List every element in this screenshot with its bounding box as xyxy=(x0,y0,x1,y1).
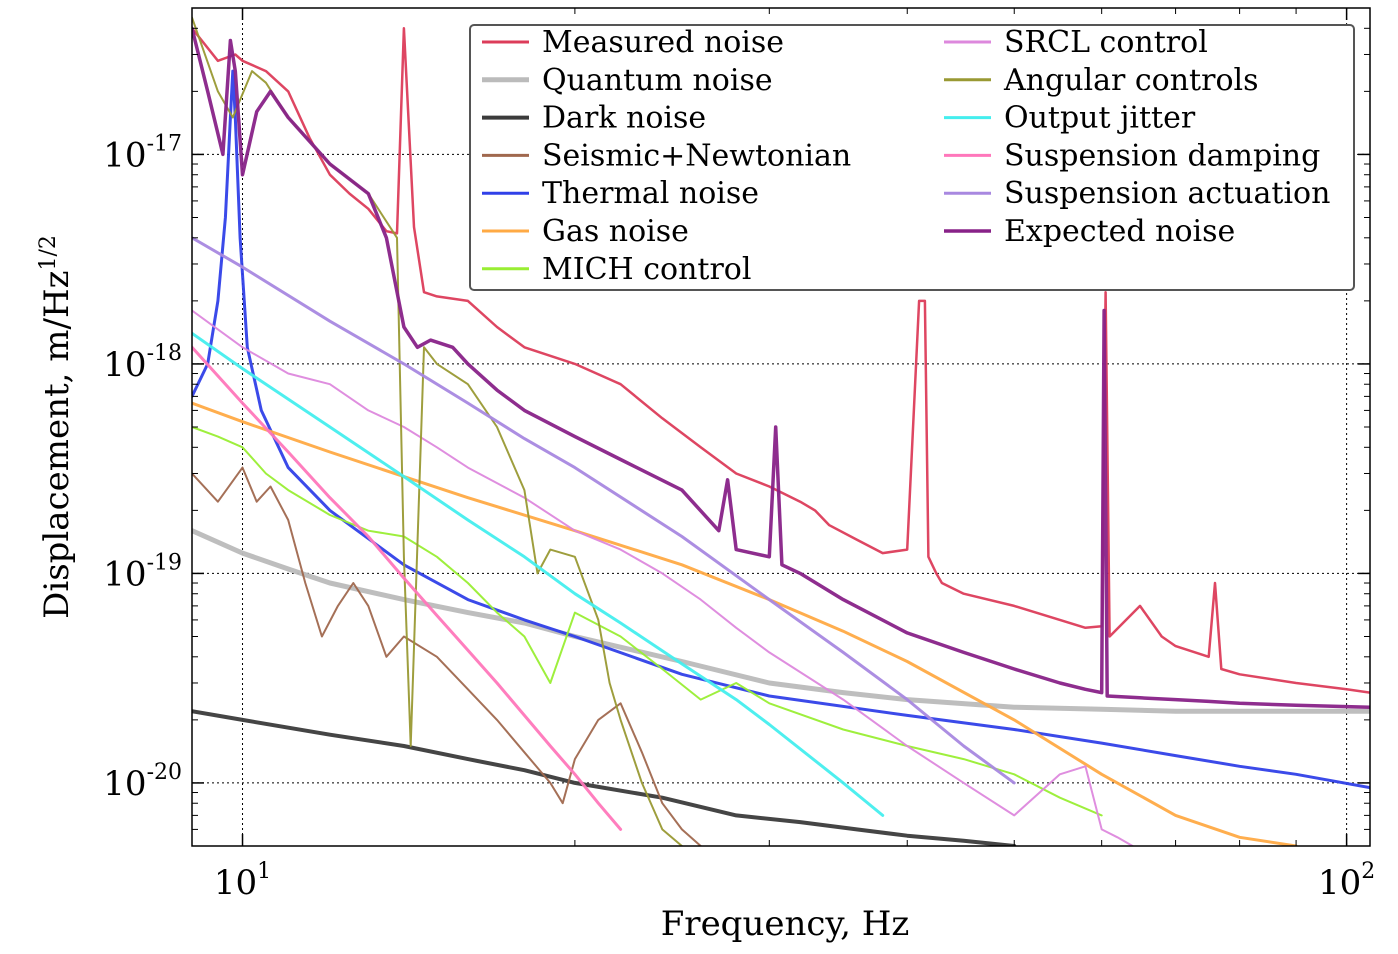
series-line-suspension-damping xyxy=(192,345,623,831)
series-line-measured-noise xyxy=(192,27,1370,694)
legend-label-dark-noise: Dark noise xyxy=(542,101,706,136)
legend-label-suspension-actuation: Suspension actuation xyxy=(1004,176,1330,211)
y-tick-base: 10 xyxy=(103,135,146,175)
y-tick-exponent: -20 xyxy=(147,760,182,785)
y-axis-label-text: Displacement, m/Hz xyxy=(37,270,77,618)
y-tick-label: 10-20 xyxy=(103,760,182,804)
y-axis-label: Displacement, m/Hz1/2 xyxy=(36,235,77,619)
legend-box xyxy=(469,24,1355,291)
x-tick-exponent: 1 xyxy=(257,859,271,884)
legend-label-srcl-control: SRCL control xyxy=(1004,25,1208,60)
legend-label-mich-control: MICH control xyxy=(542,252,751,287)
legend-label-seismic-newtonian: Seismic+Newtonian xyxy=(542,138,851,173)
legend-label-output-jitter: Output jitter xyxy=(1004,101,1196,136)
axis-ticks xyxy=(192,8,1370,846)
y-tick-exponent: -18 xyxy=(147,341,182,366)
y-tick-label: 10-19 xyxy=(103,550,182,594)
x-tick-base: 10 xyxy=(1318,863,1361,903)
series-line-angular-controls xyxy=(192,16,683,846)
series-line-expected-noise xyxy=(192,26,1370,709)
series-line-dark-noise xyxy=(192,709,1017,846)
plot-frame xyxy=(191,7,1371,847)
y-tick-base: 10 xyxy=(103,554,146,594)
y-tick-exponent: -19 xyxy=(147,550,182,575)
legend-label-expected-noise: Expected noise xyxy=(1004,214,1235,249)
y-tick-base: 10 xyxy=(103,345,146,385)
legend-label-thermal-noise: Thermal noise xyxy=(542,176,759,211)
series-line-quantum-noise xyxy=(192,528,1370,714)
x-tick-label: 101 xyxy=(214,859,271,903)
series-lines xyxy=(192,16,1370,846)
y-tick-exponent: -17 xyxy=(147,131,182,156)
y-tick-label: 10-17 xyxy=(103,131,182,175)
y-axis-label-exponent: 1/2 xyxy=(36,235,61,270)
series-line-suspension-actuation xyxy=(192,236,1016,785)
series-line-output-jitter xyxy=(192,331,885,817)
legend-label-angular-controls: Angular controls xyxy=(1003,63,1259,98)
series-line-srcl-control xyxy=(192,309,1134,846)
x-tick-exponent: 2 xyxy=(1361,859,1375,884)
legend-label-measured-noise: Measured noise xyxy=(542,25,784,60)
x-tick-base: 10 xyxy=(214,863,257,903)
y-tick-label: 10-18 xyxy=(103,341,182,385)
y-tick-base: 10 xyxy=(103,764,146,804)
legend-label-quantum-noise: Quantum noise xyxy=(542,63,773,98)
x-tick-label: 102 xyxy=(1318,859,1375,903)
legend-label-suspension-damping: Suspension damping xyxy=(1004,138,1320,173)
legend-label-gas-noise: Gas noise xyxy=(542,214,689,249)
x-axis-label: Frequency, Hz xyxy=(661,904,910,944)
